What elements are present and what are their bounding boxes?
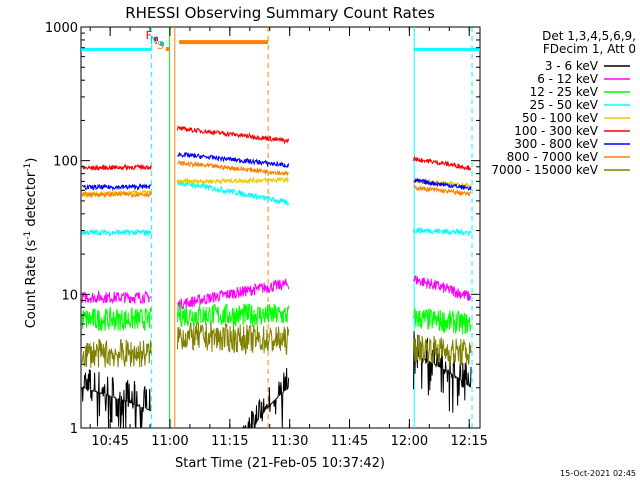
series-line — [81, 160, 472, 199]
x-axis: 10:45 11:00 11:15 11:30 11:45 12:00 12:15 — [89, 27, 488, 449]
y-tick-label: 10 — [61, 288, 78, 303]
footer-timestamp: 15-Oct-2021 02:45 — [560, 469, 636, 478]
x-axis-label: Start Time (21-Feb-05 10:37:42) — [175, 456, 385, 471]
x-tick-label: 11:15 — [211, 434, 248, 449]
flag-marker — [165, 47, 170, 51]
legend-label: 50 - 100 keV — [522, 111, 599, 125]
y-tick-label: 100 — [53, 155, 78, 170]
y-label-sup: -1 — [23, 231, 33, 240]
y-label-part: detector — [24, 171, 39, 231]
x-tick-label: 10:45 — [91, 434, 128, 449]
y-label-part: Count Rate (s — [24, 240, 39, 329]
y-label-part: ) — [24, 158, 39, 163]
x-tick-label: 12:00 — [391, 434, 428, 449]
legend-label: 7000 - 15000 keV — [491, 163, 598, 177]
legend-label: 100 - 300 keV — [514, 124, 598, 138]
plot-frame — [80, 26, 481, 429]
series-line — [81, 303, 472, 335]
legend-label: 6 - 12 keV — [537, 72, 599, 86]
y-label-sup: -1 — [23, 163, 33, 172]
legend-label: 12 - 25 keV — [530, 85, 599, 99]
legend-label: 300 - 800 keV — [514, 137, 598, 151]
series-line — [81, 275, 472, 311]
series-line — [81, 125, 471, 172]
y-axis-label: Count Rate (s-1 detector-1) — [23, 158, 39, 329]
x-tick-label: 11:00 — [151, 434, 188, 449]
plot-area: FN S — [80, 26, 481, 429]
series-line — [81, 179, 472, 238]
x-tick-label: 12:15 — [450, 434, 487, 449]
chart-title: RHESSI Observing Summary Count Rates — [125, 4, 435, 22]
flag-label: F — [146, 29, 152, 42]
flag-marker — [154, 37, 159, 41]
legend-label: 25 - 50 keV — [530, 98, 599, 112]
legend-label: 800 - 7000 keV — [507, 150, 599, 164]
flag-marker — [159, 42, 164, 46]
x-tick-label: 11:30 — [271, 434, 308, 449]
y-axis: 1 10 100 1000 — [45, 21, 480, 437]
legend-header-line: FDecim 1, Att 0 — [543, 42, 636, 56]
y-tick-label: 1 — [70, 422, 78, 437]
flag-label: S — [157, 39, 164, 52]
legend-label: 3 - 6 keV — [545, 59, 599, 73]
x-tick-label: 11:45 — [331, 434, 368, 449]
series-line — [81, 322, 472, 368]
y-tick-label: 1000 — [45, 21, 78, 36]
legend-header-line: Det 1,3,4,5,6,9, — [542, 29, 636, 43]
flag-label: N — [150, 34, 158, 47]
series-line — [81, 151, 472, 192]
legend: Det 1,3,4,5,6,9, FDecim 1, Att 0 3 - 6 k… — [491, 29, 636, 177]
